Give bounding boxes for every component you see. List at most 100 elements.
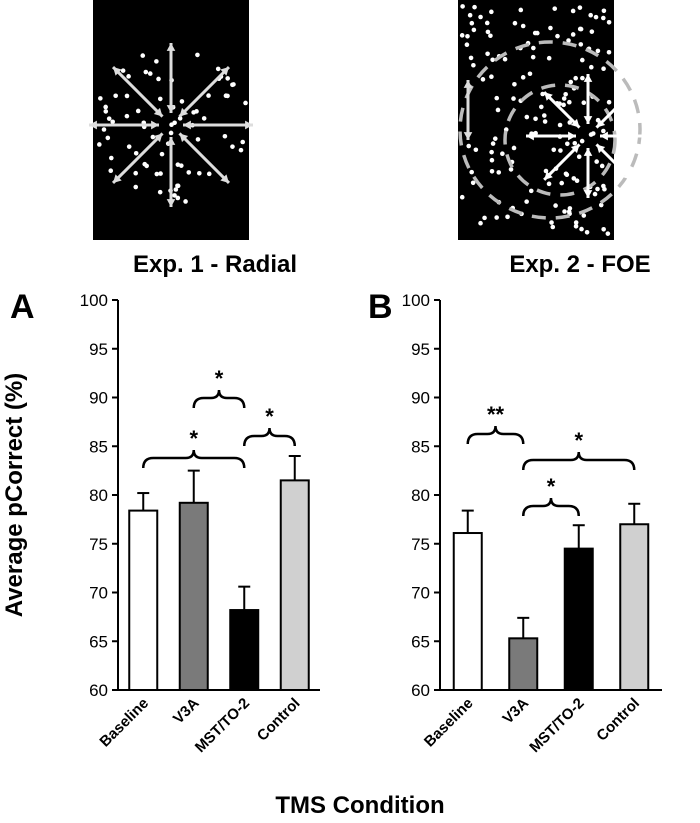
y-tick-label: 85 <box>411 437 430 456</box>
stimulus-dot <box>135 108 141 114</box>
y-tick-label: 65 <box>89 632 108 651</box>
stimulus-dot <box>156 76 161 82</box>
stimulus-dot <box>567 206 573 211</box>
stimulus-dot <box>478 14 483 20</box>
stimulus-dot <box>595 186 600 192</box>
stimulus-dot <box>552 6 558 11</box>
stimulus-dot <box>179 99 185 104</box>
stimulus-dot <box>546 181 552 187</box>
stimulus-dot <box>120 68 126 73</box>
stimulus-dot <box>580 75 585 81</box>
stimulus-dot <box>195 137 201 142</box>
stimulus-dot <box>579 57 585 63</box>
stimulus-dot <box>108 168 114 173</box>
arrow-head <box>623 92 632 101</box>
stimulus-dot <box>126 144 132 149</box>
stimulus-arrow <box>111 65 164 118</box>
stimulus-dot <box>175 162 181 167</box>
stimulus-dot <box>485 51 490 57</box>
stimulus-dot <box>518 7 524 13</box>
stimulus-dot <box>172 120 177 126</box>
stimulus-dot <box>542 119 548 124</box>
stimulus-dot <box>576 154 582 160</box>
stimulus-dot <box>571 176 577 181</box>
arrow-head <box>166 105 176 113</box>
arrow-head <box>596 144 606 154</box>
stimulus-dot <box>605 231 611 236</box>
stimulus-dot <box>589 29 595 34</box>
stimulus-dot <box>173 187 179 192</box>
stimulus-dot <box>520 75 526 80</box>
stimulus-dot <box>578 26 584 32</box>
stimulus-dot <box>494 95 500 101</box>
stimulus-dot <box>573 223 579 229</box>
stimulus-dot <box>175 183 181 189</box>
stimulus-dot <box>524 114 530 120</box>
bar <box>563 547 594 691</box>
stimulus-dot <box>558 148 563 153</box>
x-tick-label: MST/TO-2 <box>192 695 253 756</box>
arrow-head <box>596 118 606 128</box>
significance-bracket <box>243 427 296 447</box>
stimulus-dot <box>478 220 483 226</box>
stimulus-dot <box>133 170 139 176</box>
stimulus-dot <box>592 191 598 197</box>
stimulus-dot <box>581 100 587 106</box>
stimulus-dot <box>103 109 109 114</box>
arrow-head <box>166 43 176 51</box>
stimulus-dot <box>601 226 606 232</box>
stimulus-dot <box>113 93 118 99</box>
stimulus-dot <box>601 8 607 14</box>
stimulus-dot <box>197 170 202 176</box>
arrow-head <box>166 199 176 207</box>
arrow-head <box>220 67 229 76</box>
stimulus-dot <box>467 12 473 18</box>
panel-letter: A <box>10 288 35 326</box>
stimulus-arrow <box>111 132 164 185</box>
stimulus-dot <box>528 188 534 194</box>
arrow-head <box>113 67 122 76</box>
x-tick-label: Baseline <box>96 695 152 751</box>
stimulus-dot <box>500 151 505 157</box>
stimulus-dot <box>566 38 571 43</box>
stimulus-dot <box>601 66 606 72</box>
stimulus-dot <box>484 20 490 26</box>
stimulus-dot <box>159 151 165 157</box>
arrow-head <box>179 107 189 117</box>
significance-bracket <box>522 451 636 471</box>
stimulus-dot <box>206 171 212 177</box>
arrow-head <box>544 171 553 180</box>
y-tick-label: 60 <box>89 681 108 700</box>
bar <box>178 501 209 691</box>
stimulus-arrow <box>595 143 633 181</box>
stimulus-dot <box>469 169 474 175</box>
significance-bracket <box>192 389 246 409</box>
stimulus-dot <box>568 79 574 85</box>
stimulus-marks <box>458 4 650 236</box>
stimulus-dot <box>542 113 547 118</box>
stimulus-dot <box>557 122 563 128</box>
bar <box>508 637 539 692</box>
stimulus-dot <box>191 110 196 115</box>
y-tick-label: 90 <box>89 389 108 408</box>
stimulus-dot <box>533 130 538 136</box>
y-tick-label: 100 <box>402 291 430 310</box>
arrow-head <box>245 120 253 130</box>
stimulus-dot <box>465 33 470 39</box>
stimulus-dot <box>524 199 529 204</box>
stimulus-dot <box>584 229 590 235</box>
stimulus-dot <box>589 64 594 70</box>
stimulus-dot <box>502 56 508 62</box>
y-tick-label: 90 <box>411 389 430 408</box>
stimulus-dot <box>512 81 517 87</box>
stimulus-dot <box>470 180 476 186</box>
stimulus-dot <box>186 170 192 175</box>
stimulus-dot <box>243 100 248 106</box>
stimulus-dot <box>561 102 566 108</box>
stimulus-dot <box>505 214 510 220</box>
stimulus-dot <box>473 147 479 153</box>
stimulus-arrow <box>595 91 633 129</box>
stimulus-dot <box>601 15 606 21</box>
arrow-head <box>583 148 593 156</box>
